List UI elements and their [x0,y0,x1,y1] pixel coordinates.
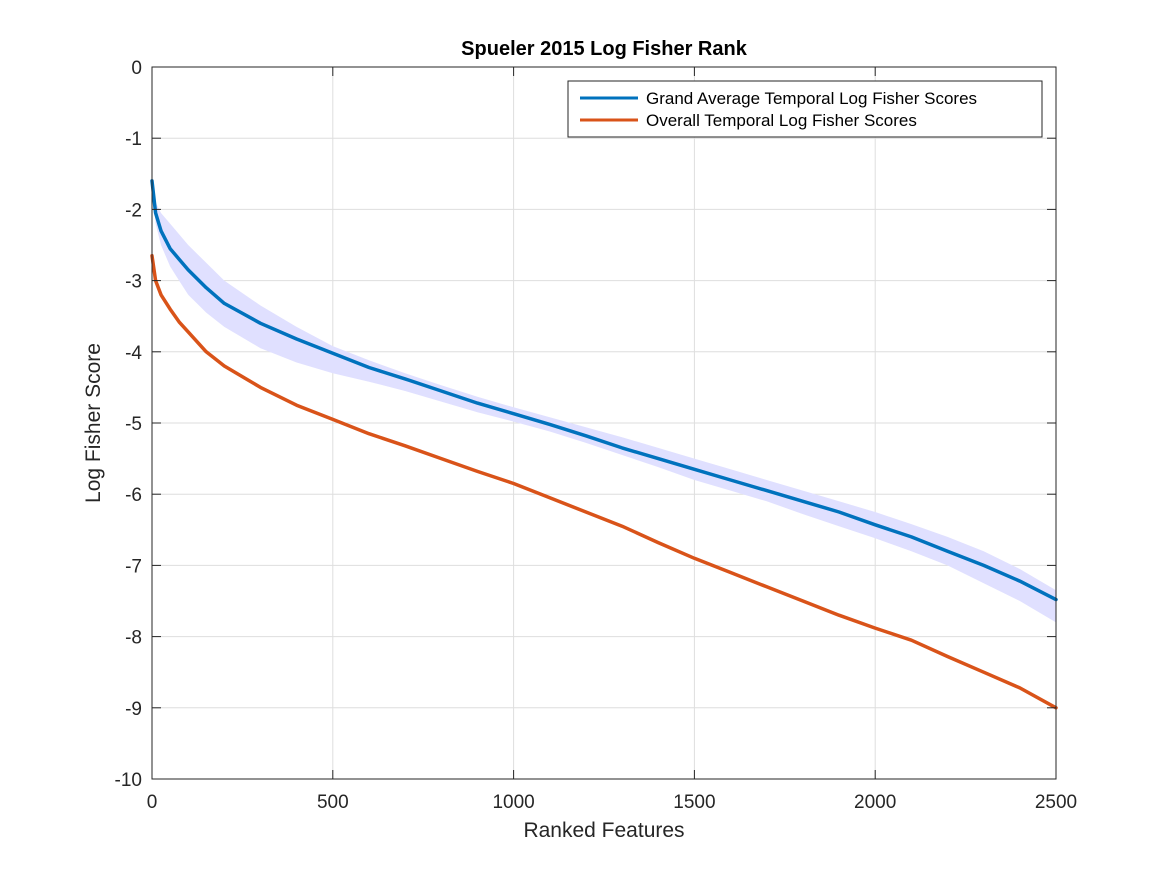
legend-entry-grand-average: Grand Average Temporal Log Fisher Scores [646,89,977,108]
x-axis-label: Ranked Features [523,819,684,842]
x-tick-label: 1000 [492,792,534,813]
x-tick-label: 2000 [854,792,896,813]
y-tick-label: -8 [125,628,142,649]
y-tick-label: -10 [115,770,142,791]
legend-box [567,80,1043,138]
error-bands [152,180,1056,623]
y-tick-label: -6 [125,485,142,506]
axis-ticks [151,66,1057,780]
series-lines [150,179,1058,710]
x-tick-label: 0 [147,792,158,813]
y-tick-label: -3 [125,272,142,293]
y-axis-label: Log Fisher Score [82,343,105,503]
error-band-series-0 [152,180,1056,623]
y-tick-label: -4 [125,343,142,364]
x-tick-labels: 0 500 1000 1500 2000 2500 [147,792,1077,813]
x-tick-label: 1500 [673,792,715,813]
x-tick-label: 500 [317,792,349,813]
y-tick-label: -2 [125,200,142,221]
legend: Grand Average Temporal Log Fisher Scores… [567,80,1043,138]
y-tick-labels: 0 -1 -2 -3 -4 -5 -6 -7 -8 -9 -10 [115,58,143,791]
series-line-1 [150,253,1058,710]
chart-title: Spueler 2015 Log Fisher Rank [461,38,748,60]
y-tick-label: -9 [125,699,142,720]
y-tick-label: 0 [131,58,142,79]
x-tick-label: 2500 [1035,792,1077,813]
y-tick-label: -5 [125,414,142,435]
series-line-0 [150,179,1058,602]
y-tick-label: -1 [125,129,142,150]
legend-entry-overall: Overall Temporal Log Fisher Scores [646,111,917,130]
y-tick-label: -7 [125,556,142,577]
